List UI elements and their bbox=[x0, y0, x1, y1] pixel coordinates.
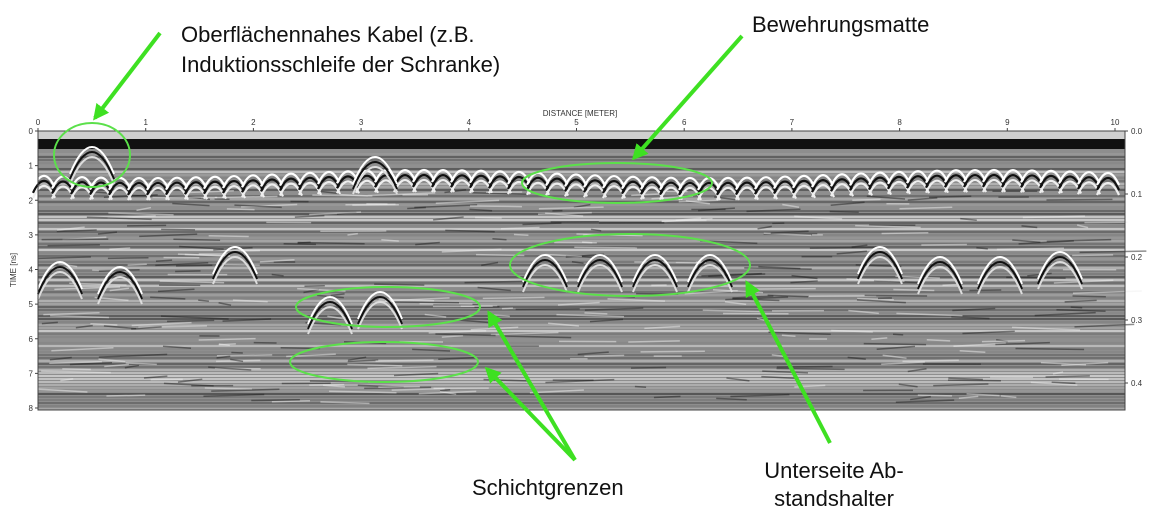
radar-noise bbox=[304, 286, 324, 287]
radar-noise bbox=[251, 400, 300, 401]
y2-tick-label: 0.3 bbox=[1131, 316, 1143, 325]
y-tick-label: 0 bbox=[29, 127, 34, 136]
y-tick-label: 5 bbox=[29, 300, 34, 309]
radar-noise bbox=[175, 271, 200, 272]
radargram bbox=[33, 131, 1146, 410]
radar-noise bbox=[48, 245, 100, 246]
radar-noise bbox=[516, 309, 580, 310]
annotation: Bewehrungsmatte bbox=[752, 12, 929, 37]
radar-noise bbox=[492, 239, 506, 240]
radar-noise bbox=[106, 395, 145, 396]
radar-noise bbox=[584, 313, 607, 314]
x-tick-label: 2 bbox=[251, 118, 256, 127]
y2-tick-label: 0.2 bbox=[1131, 253, 1143, 262]
radar-noise bbox=[864, 344, 926, 345]
x-tick-label: 7 bbox=[790, 118, 795, 127]
radar-noise bbox=[748, 289, 816, 290]
radar-noise bbox=[893, 289, 934, 290]
radar-noise bbox=[483, 297, 545, 298]
y-axis-title: TIME [ns] bbox=[9, 253, 18, 287]
radar-noise bbox=[852, 199, 880, 200]
y-tick-label: 8 bbox=[29, 404, 34, 413]
radar-noise bbox=[309, 385, 344, 386]
radar-noise bbox=[167, 320, 214, 321]
radar-noise bbox=[893, 334, 903, 335]
radar-noise bbox=[161, 229, 195, 230]
radar-noise bbox=[635, 387, 646, 388]
y-tick-label: 1 bbox=[29, 162, 34, 171]
y-tick-label: 2 bbox=[29, 196, 34, 205]
radar-noise bbox=[209, 236, 249, 237]
radar-noise bbox=[217, 355, 272, 356]
radar-noise bbox=[392, 302, 459, 303]
radar-noise bbox=[830, 212, 859, 213]
radar-noise bbox=[42, 239, 109, 240]
radar-noise bbox=[272, 401, 310, 402]
radar-noise bbox=[219, 344, 236, 345]
radar-noise bbox=[374, 284, 424, 285]
radar-noise bbox=[470, 206, 522, 207]
radar-noise bbox=[128, 264, 147, 265]
radar-noise bbox=[982, 341, 1025, 342]
annotation: Oberflächennahes Kabel (z.B. bbox=[181, 22, 475, 47]
radar-noise bbox=[882, 233, 929, 234]
radar-noise bbox=[108, 258, 149, 259]
x-tick-label: 0 bbox=[36, 118, 41, 127]
x-tick-label: 3 bbox=[359, 118, 364, 127]
x-tick-label: 10 bbox=[1111, 118, 1120, 127]
radar-noise bbox=[574, 247, 637, 248]
radar-noise bbox=[902, 360, 958, 361]
radar-noise bbox=[514, 234, 529, 235]
figure: 0 1 2 3 4 5 6 7 8 9 10 DISTANCE [METER] 0 1 2 3 4 5 6 7 8 TIM… bbox=[0, 0, 1156, 514]
radar-noise bbox=[1073, 296, 1106, 297]
x-tick-label: 6 bbox=[682, 118, 687, 127]
annotation: Induktionsschleife der Schranke) bbox=[181, 52, 500, 77]
radar-noise bbox=[1071, 307, 1082, 308]
annotation: Schichtgrenzen bbox=[472, 475, 624, 500]
radar-noise bbox=[1015, 349, 1084, 350]
radar-noise bbox=[407, 207, 426, 208]
x-axis-title: DISTANCE [METER] bbox=[543, 109, 618, 118]
radar-noise bbox=[227, 209, 255, 210]
x-tick-label: 8 bbox=[897, 118, 902, 127]
y2-tick-label: 0.1 bbox=[1131, 190, 1143, 199]
radar-surface bbox=[38, 139, 1125, 149]
radar-noise bbox=[777, 368, 845, 369]
y2-tick-label: 0.0 bbox=[1131, 127, 1143, 136]
radar-noise bbox=[865, 295, 927, 296]
x-tick-label: 9 bbox=[1005, 118, 1010, 127]
radar-noise bbox=[1046, 199, 1112, 200]
y-tick-label: 6 bbox=[29, 335, 34, 344]
y-tick-label: 4 bbox=[29, 266, 34, 275]
radar-noise bbox=[631, 367, 666, 368]
x-tick-label: 5 bbox=[574, 118, 579, 127]
radar-noise bbox=[662, 220, 707, 221]
radar-noise bbox=[376, 360, 434, 361]
radar-noise bbox=[810, 247, 877, 248]
x-tick-label: 4 bbox=[467, 118, 472, 127]
radar-noise bbox=[641, 351, 705, 352]
radar-noise bbox=[127, 225, 166, 226]
x-tick-label: 1 bbox=[143, 118, 148, 127]
annotation: standshalter bbox=[774, 486, 894, 511]
y-tick-label: 7 bbox=[29, 369, 34, 378]
radar-noise bbox=[176, 265, 212, 266]
radar-noise bbox=[284, 244, 316, 245]
radar-noise bbox=[948, 380, 1001, 381]
radar-noise bbox=[777, 366, 833, 367]
radar-noise bbox=[584, 355, 624, 356]
radar-noise bbox=[62, 369, 91, 370]
radar-noise bbox=[1072, 255, 1113, 256]
radar-noise bbox=[943, 284, 958, 285]
y-tick-label: 3 bbox=[29, 231, 34, 240]
radar-noise bbox=[929, 196, 971, 197]
y2-tick-label: 0.4 bbox=[1131, 379, 1143, 388]
arrow bbox=[95, 33, 160, 118]
annotation: Unterseite Ab- bbox=[764, 458, 903, 483]
radar-noise bbox=[918, 395, 952, 396]
